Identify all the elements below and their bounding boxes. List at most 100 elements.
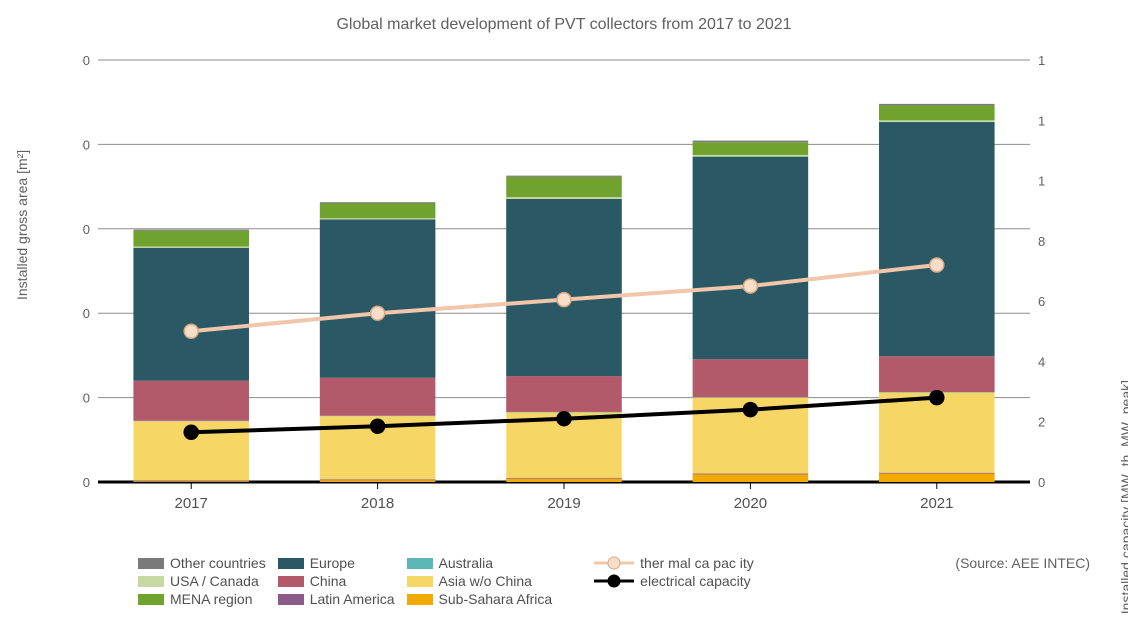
bar-segment xyxy=(133,230,249,231)
y-right-tick: 1,000 xyxy=(1038,174,1046,189)
bar-segment xyxy=(320,220,436,378)
line-marker xyxy=(743,403,757,417)
legend-item: MENA region xyxy=(138,591,266,607)
legend-swatch xyxy=(278,594,304,605)
bar-segment xyxy=(133,248,249,381)
legend-swatch xyxy=(138,576,164,587)
y-axis-right-label: Installed capacity [MW_th, MW_peak] xyxy=(1118,380,1128,614)
bar-segment xyxy=(879,473,995,474)
legend-swatch xyxy=(138,558,164,569)
bar-segment xyxy=(320,202,436,203)
bar-segment xyxy=(506,199,622,376)
bar-segment xyxy=(506,376,622,412)
bar-segment xyxy=(506,176,622,177)
bar-segment xyxy=(693,157,809,360)
line-marker xyxy=(557,293,571,307)
legend-swatch xyxy=(407,594,433,605)
bar-segment xyxy=(879,106,995,121)
chart-source: (Source: AEE INTEC) xyxy=(955,555,1090,571)
bar-segment xyxy=(693,142,809,155)
chart-plot-area: 0 200,000 400,000 600,000 800,000 1,000,000 0 2… xyxy=(82,54,1046,524)
y-axis-left-label: Installed gross area [m²] xyxy=(14,150,30,300)
y-right-tick: 400 xyxy=(1038,354,1046,369)
y-left-tick: 600,000 xyxy=(82,222,90,237)
legend-label: Other countries xyxy=(170,555,266,571)
legend-item: electrical capacity xyxy=(594,573,754,589)
chart-legend: Other countries USA / Canada MENA region Eu… xyxy=(138,555,1018,607)
legend-label: USA / Canada xyxy=(170,573,259,589)
bar-segment xyxy=(320,203,436,218)
legend-swatch xyxy=(138,594,164,605)
legend-label: Europe xyxy=(310,555,355,571)
y-left-tick: 1,000,000 xyxy=(82,54,90,68)
bar-segment xyxy=(133,247,249,248)
line-marker xyxy=(930,258,944,272)
line-marker xyxy=(184,425,198,439)
legend-label: China xyxy=(310,573,347,589)
legend-label: ther mal ca pac ity xyxy=(640,555,754,571)
bar-segment xyxy=(506,479,622,482)
y-left-tick: 200,000 xyxy=(82,391,90,406)
chart-title: Global market development of PVT collect… xyxy=(0,16,1128,34)
legend-label: Asia w/o China xyxy=(439,573,532,589)
legend-item: Asia w/o China xyxy=(407,573,553,589)
legend-label: Australia xyxy=(439,555,493,571)
legend-item: USA / Canada xyxy=(138,573,266,589)
bar-segment xyxy=(693,474,809,475)
y-left-tick: 800,000 xyxy=(82,137,90,152)
line-marker xyxy=(557,412,571,426)
line-marker xyxy=(930,391,944,405)
bar-segment xyxy=(879,474,995,482)
x-tick-label: 2021 xyxy=(920,495,953,512)
y-right-tick: 0 xyxy=(1038,475,1045,490)
legend-swatch xyxy=(278,558,304,569)
bar-segment xyxy=(133,481,249,482)
y-right-tick: 200 xyxy=(1038,415,1046,430)
bar-segment xyxy=(320,479,436,480)
y-right-tick: 1,400 xyxy=(1038,54,1046,68)
line-marker xyxy=(371,419,385,433)
bar-segment xyxy=(133,381,249,421)
x-tick-label: 2018 xyxy=(361,495,394,512)
bar-segment xyxy=(879,120,995,122)
y-right-tick: 1,200 xyxy=(1038,113,1046,128)
x-tick-label: 2017 xyxy=(175,495,208,512)
y-right-tick: 800 xyxy=(1038,234,1046,249)
legend-item: ther mal ca pac ity xyxy=(594,555,754,571)
legend-swatch xyxy=(407,558,433,569)
legend-item: Other countries xyxy=(138,555,266,571)
bar-segment xyxy=(693,359,809,397)
bar-segment xyxy=(693,141,809,143)
bar-segment xyxy=(879,356,995,392)
y-left-tick: 400,000 xyxy=(82,306,90,321)
bar-segment xyxy=(879,122,995,356)
bar-segment xyxy=(506,197,622,199)
legend-line-swatch xyxy=(594,574,634,588)
bar-segment xyxy=(693,155,809,157)
legend-line-swatch xyxy=(594,556,634,570)
line-marker xyxy=(184,324,198,338)
line-marker xyxy=(743,279,757,293)
bar-segment xyxy=(506,478,622,479)
legend-label: electrical capacity xyxy=(640,573,751,589)
bar-segment xyxy=(320,480,436,482)
legend-item: Australia xyxy=(407,555,553,571)
bar-segment xyxy=(133,231,249,247)
x-tick-label: 2019 xyxy=(547,495,580,512)
legend-item: Europe xyxy=(278,555,395,571)
legend-swatch xyxy=(278,576,304,587)
y-left-tick: 0 xyxy=(83,475,90,490)
bar-segment xyxy=(320,218,436,219)
bar-segment xyxy=(506,177,622,197)
legend-item: China xyxy=(278,573,395,589)
legend-item: Latin America xyxy=(278,591,395,607)
bar-segment xyxy=(879,104,995,106)
x-tick-label: 2020 xyxy=(734,495,767,512)
legend-swatch xyxy=(407,576,433,587)
legend-label: Latin America xyxy=(310,591,395,607)
legend-label: Sub-Sahara Africa xyxy=(439,591,553,607)
bar-segment xyxy=(133,480,249,481)
legend-item: Sub-Sahara Africa xyxy=(407,591,553,607)
line-marker xyxy=(371,306,385,320)
bar-segment xyxy=(320,378,436,416)
